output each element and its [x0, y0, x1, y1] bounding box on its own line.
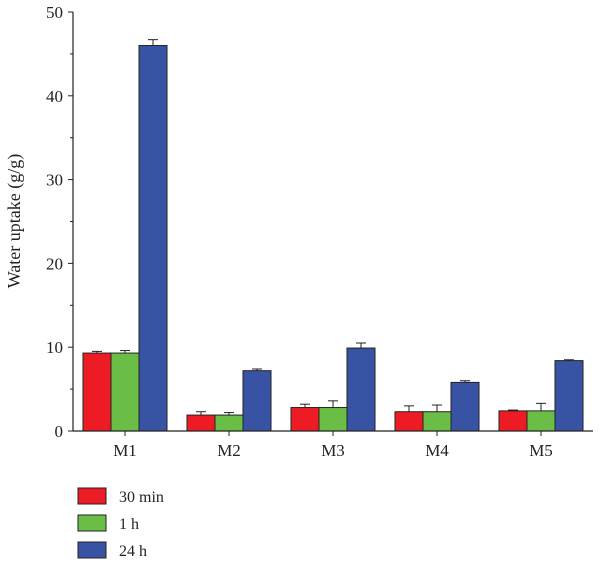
x-tick-label: M3 — [321, 441, 345, 460]
legend-swatch-1 — [77, 514, 107, 532]
bar-m4-0 — [394, 411, 424, 432]
bar-m5-0 — [498, 410, 528, 432]
y-tick-label: 30 — [46, 171, 63, 190]
bar-m4-2 — [450, 381, 480, 432]
legend-label-0: 30 min — [119, 489, 164, 506]
y-tick-label: 40 — [46, 87, 63, 106]
bar-m3-2 — [346, 347, 376, 432]
bar-m2-0 — [186, 414, 216, 432]
x-tick-label: M2 — [217, 441, 241, 460]
legend-swatch-2 — [77, 541, 107, 559]
bar-m1-2 — [138, 45, 168, 432]
y-tick-label: 10 — [46, 338, 63, 357]
bar-m3-0 — [290, 407, 320, 432]
legend-label-2: 24 h — [119, 543, 147, 560]
bar-m5-2 — [554, 360, 584, 432]
y-tick-label: 20 — [46, 254, 63, 273]
legend-label-1: 1 h — [119, 516, 139, 533]
y-axis-title: Water uptake (g/g) — [4, 154, 25, 289]
bar-m2-1 — [214, 414, 244, 432]
y-tick-label: 50 — [46, 3, 63, 22]
bar-m2-2 — [242, 370, 272, 432]
x-tick-label: M4 — [425, 441, 449, 460]
x-tick-label: M5 — [529, 441, 553, 460]
x-tick-label: M1 — [113, 441, 137, 460]
legend-swatch-0 — [77, 487, 107, 505]
legend: 30 min 1 h 24 h — [77, 487, 164, 560]
bar-m3-1 — [318, 407, 348, 432]
y-tick-label: 0 — [55, 422, 64, 441]
bar-m4-1 — [422, 411, 452, 432]
bar-m1-0 — [82, 352, 112, 432]
plot-area: M1 M2 M3 M4 M5 0 10 20 30 40 50 — [46, 3, 593, 460]
bar-m5-1 — [526, 410, 556, 432]
bar-m1-1 — [110, 352, 140, 432]
